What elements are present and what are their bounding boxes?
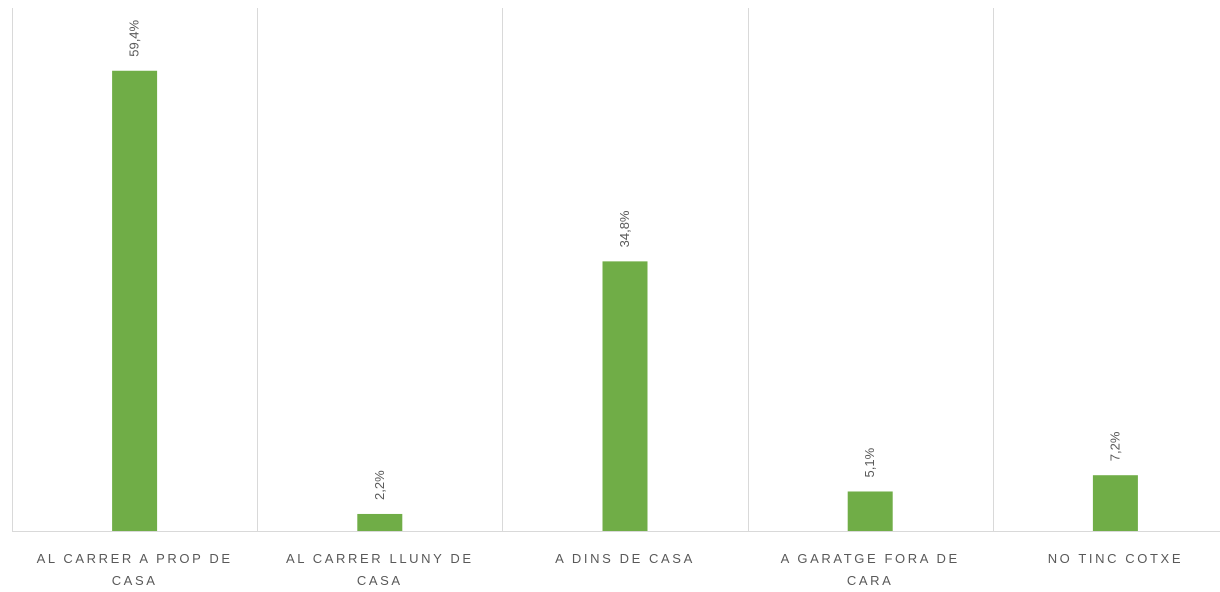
bar — [847, 491, 893, 531]
tick-label: CARA — [847, 573, 894, 588]
tick-label: AL CARRER LLUNY DE — [286, 551, 474, 566]
data-label: 34,8% — [617, 210, 632, 247]
data-labels: 59,4% 2,2% 34,8% 5,1% 7,2% — [127, 19, 1123, 499]
data-label: 5,1% — [862, 447, 877, 477]
bar — [357, 513, 403, 531]
gridlines — [12, 8, 1220, 532]
bar — [112, 70, 158, 531]
bar — [1092, 475, 1138, 531]
tick-label: A DINS DE CASA — [555, 551, 695, 566]
tick-label: AL CARRER A PROP DE — [37, 551, 233, 566]
data-label: 59,4% — [127, 19, 142, 56]
tick-label: CASA — [112, 573, 158, 588]
data-label: 7,2% — [1107, 431, 1122, 461]
bars — [112, 70, 1138, 531]
tick-label: A GARATGE FORA DE — [781, 551, 960, 566]
bar — [602, 261, 648, 531]
tick-label: NO TINC COTXE — [1048, 551, 1183, 566]
tick-label: CASA — [357, 573, 403, 588]
category-labels: AL CARRER A PROP DE CASA AL CARRER LLUNY D… — [37, 551, 1183, 588]
data-label: 2,2% — [372, 470, 387, 500]
